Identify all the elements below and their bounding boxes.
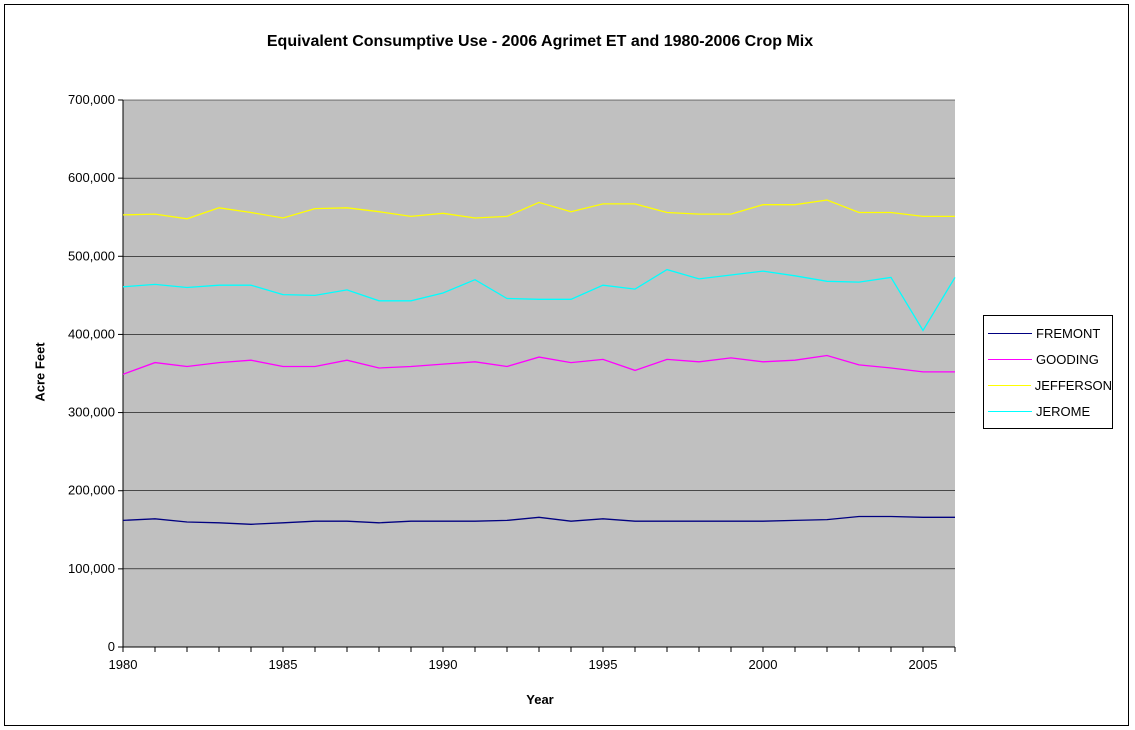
x-tick-label: 1995 (589, 657, 618, 672)
chart-frame (4, 4, 1129, 726)
y-tick-label: 700,000 (68, 92, 115, 107)
y-tick-label: 600,000 (68, 170, 115, 185)
x-tick-label: 1990 (429, 657, 458, 672)
x-tick-label: 1980 (109, 657, 138, 672)
legend-swatch (988, 410, 1032, 412)
legend-item-jerome: JEROME (988, 398, 1112, 424)
x-tick-label: 2005 (909, 657, 938, 672)
x-tick-label: 2000 (749, 657, 778, 672)
legend: FREMONT GOODING JEFFERSON JEROME (983, 315, 1113, 429)
y-tick-label: 500,000 (68, 248, 115, 263)
legend-label: GOODING (1036, 351, 1099, 367)
legend-swatch (988, 332, 1032, 334)
series-line-jefferson (122, 199, 955, 220)
legend-label: JEROME (1036, 403, 1091, 419)
series-line-jerome (122, 268, 956, 332)
y-tick-label: 0 (108, 639, 115, 654)
legend-item-gooding: GOODING (988, 346, 1112, 372)
x-tick-label: 1985 (269, 657, 298, 672)
series-line-gooding (122, 354, 955, 375)
x-axis-label: Year (526, 692, 554, 707)
legend-label: FREMONT (1036, 325, 1101, 341)
y-tick-label: 200,000 (68, 483, 115, 498)
legend-item-fremont: FREMONT (988, 320, 1112, 346)
y-tick-label: 100,000 (68, 561, 115, 576)
chart-title: Equivalent Consumptive Use - 2006 Agrime… (266, 33, 814, 50)
legend-swatch (988, 384, 1031, 386)
series-line-fremont (122, 515, 955, 525)
legend-item-jefferson: JEFFERSON (988, 372, 1112, 398)
legend-label: JEFFERSON (1034, 377, 1112, 393)
y-tick-label: 300,000 (68, 405, 115, 420)
plot-background (123, 100, 955, 647)
y-tick-label: 400,000 (68, 326, 115, 341)
legend-swatch (988, 358, 1032, 360)
